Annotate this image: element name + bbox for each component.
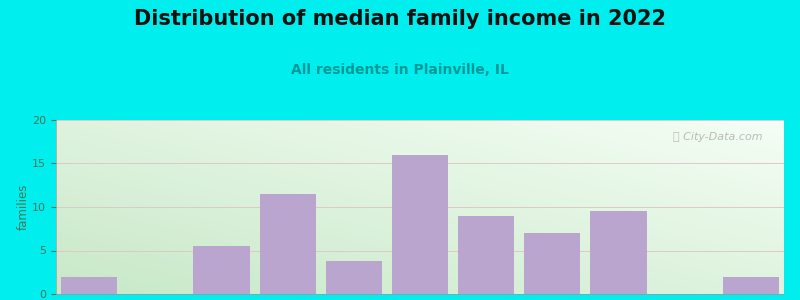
Bar (458, 216, 514, 294)
Bar (524, 233, 581, 294)
Text: All residents in Plainville, IL: All residents in Plainville, IL (291, 63, 509, 77)
Bar (722, 277, 779, 294)
Y-axis label: families: families (16, 184, 30, 230)
Bar (590, 211, 646, 294)
Bar (392, 155, 448, 294)
Bar (194, 246, 250, 294)
Text: ⓘ City-Data.com: ⓘ City-Data.com (673, 132, 762, 142)
Bar (326, 261, 382, 294)
Text: Distribution of median family income in 2022: Distribution of median family income in … (134, 9, 666, 29)
Bar (259, 194, 316, 294)
Bar (61, 277, 118, 294)
